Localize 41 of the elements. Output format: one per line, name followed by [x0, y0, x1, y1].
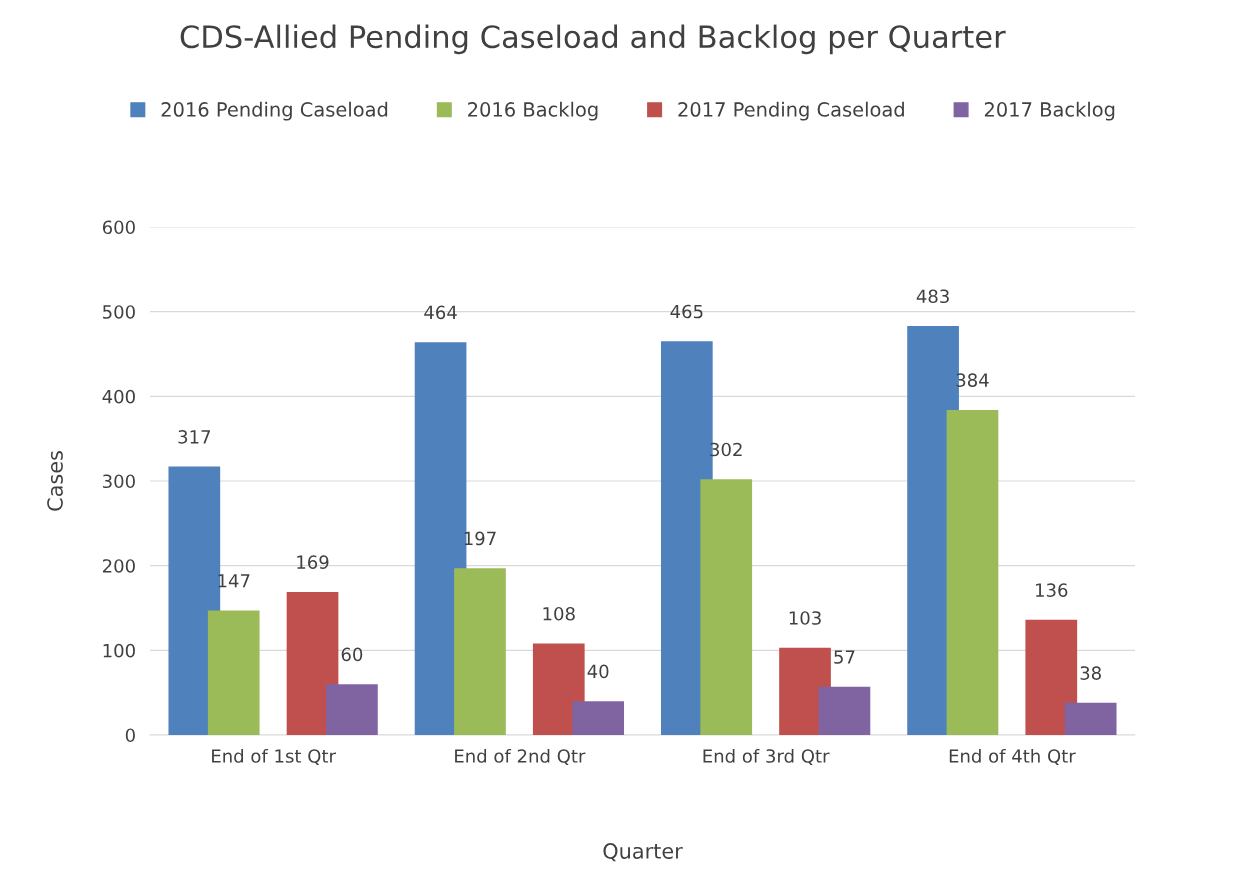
data-label: 108 — [543, 606, 575, 621]
bar — [207, 610, 260, 735]
data-label: 103 — [789, 611, 821, 625]
data-label: 57 — [834, 650, 855, 664]
legend-label: 2016 Backlog — [468, 101, 598, 121]
x-axis-title: Quarter — [603, 843, 683, 862]
bar — [1064, 702, 1117, 735]
data-label: 60 — [341, 647, 363, 662]
legend-label: 2016 Pending Caseload — [161, 101, 388, 121]
x-tick-label: End of 2nd Qtr — [455, 748, 586, 765]
y-tick-label: 100 — [103, 643, 135, 658]
data-label: 169 — [297, 555, 329, 569]
legend-label: 2017 Backlog — [984, 101, 1115, 121]
y-tick-label: 500 — [103, 305, 135, 319]
bar — [286, 591, 339, 735]
bar — [326, 684, 378, 735]
data-label: 483 — [916, 289, 949, 304]
data-label: 317 — [178, 430, 211, 444]
bar — [572, 701, 625, 735]
data-label: 464 — [424, 305, 457, 320]
x-tick-label: End of 3rd Qtr — [703, 748, 830, 765]
y-tick-label: 200 — [102, 559, 135, 573]
y-tick-label: 300 — [103, 474, 135, 489]
y-tick-label: 0 — [125, 728, 135, 743]
legend-label: 2017 Pending Caseload — [678, 101, 904, 121]
x-tick-label: End of 4th Qtr — [949, 748, 1076, 765]
bar — [1025, 619, 1078, 735]
data-label: 40 — [587, 664, 609, 679]
bar — [700, 479, 753, 735]
data-label: 465 — [670, 304, 703, 319]
data-label: 38 — [1080, 666, 1101, 680]
y-tick-label: 400 — [102, 389, 135, 404]
x-tick-label: End of 1st Qtr — [212, 748, 336, 765]
bar — [818, 686, 871, 735]
y-axis-title: Cases — [47, 451, 63, 511]
bar — [454, 568, 506, 735]
data-label: 136 — [1036, 583, 1068, 597]
y-tick-label: 600 — [102, 220, 135, 235]
bar — [946, 409, 999, 735]
chart-title: CDS-Allied Pending Caseload and Backlog per Quarter — [180, 24, 1006, 55]
bar — [532, 643, 585, 735]
